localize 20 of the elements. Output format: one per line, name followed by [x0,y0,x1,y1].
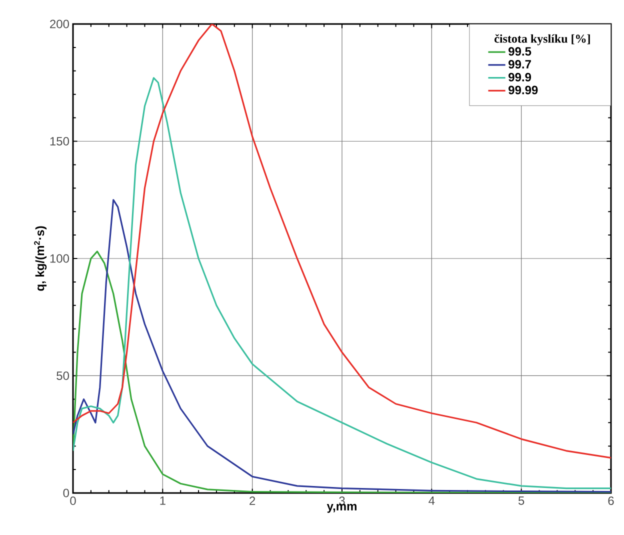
x-tick-label: 4 [428,496,435,505]
y-tick-label: 50 [56,371,70,380]
x-tick-label: 6 [608,496,614,506]
x-axis-title: y,mm [326,504,356,513]
y-tick-label: 200 [50,20,70,28]
legend-title: čistota kyslíku [%] [494,34,590,46]
x-tick-label: 5 [518,496,524,505]
x-tick-label: 2 [250,496,256,505]
legend-label: 99.7 [508,60,531,69]
legend-label: 99.9 [508,72,532,82]
legend-label: 99.99 [508,86,538,94]
y-axis-title: q, kg/(m$^{2}$·s) [34,226,47,291]
y-tick-label: 150 [50,137,70,146]
line-series [73,24,611,459]
line-series [73,199,611,493]
legend-label: 99.5 [508,47,532,56]
y-tick-label: 100 [50,254,70,263]
x-tick-label: 0 [70,496,76,506]
x-tick-label: 1 [160,496,166,505]
y-tick-label: 0 [63,488,70,498]
